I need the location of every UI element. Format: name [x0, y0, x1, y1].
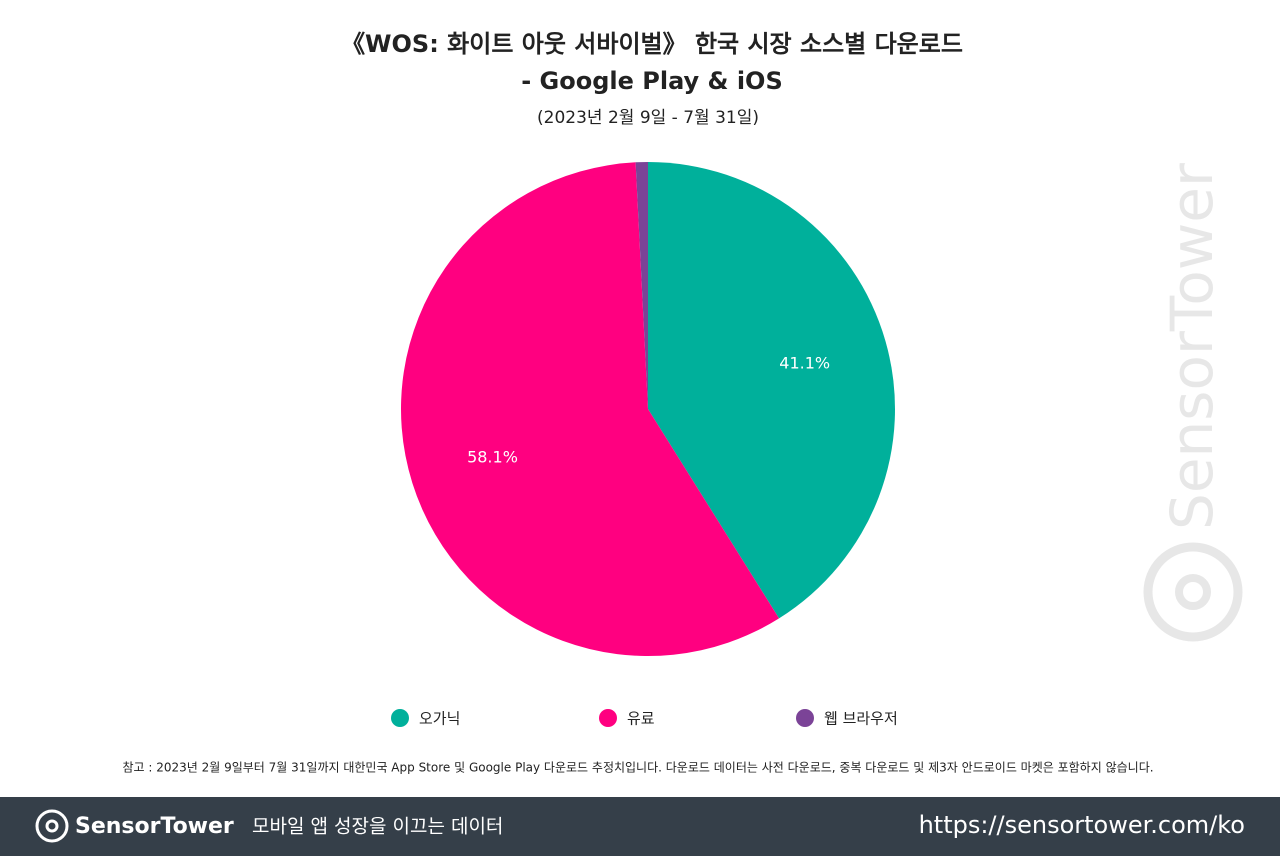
legend-marker — [599, 709, 617, 727]
legend-marker — [391, 709, 409, 727]
note: 참고 : 2023년 2월 9일부터 7월 31일까지 대한민국 App Sto… — [122, 761, 1153, 775]
data-label: 58.1% — [467, 447, 518, 466]
watermark: SensorTower — [1143, 163, 1243, 642]
legend-label: 오가닉 — [419, 710, 460, 728]
footer-logo — [35, 809, 69, 843]
data-label: 41.1% — [779, 354, 830, 373]
footer-bar — [0, 797, 1280, 856]
legend-marker — [796, 709, 814, 727]
legend-label: 유료 — [627, 710, 655, 728]
chart-title: 《WOS: 화이트 아웃 서바이벌》 한국 시장 소스별 다운로드 — [341, 30, 963, 58]
watermark-logo — [1175, 574, 1211, 610]
footer-brand: SensorTower — [75, 814, 234, 839]
watermark-text: SensorTower — [1158, 163, 1226, 530]
footer-logo — [45, 819, 59, 833]
footer-tagline: 모바일 앱 성장을 이끄는 데이터 — [252, 816, 503, 838]
watermark-logo — [1143, 542, 1243, 642]
pie-slice — [635, 162, 648, 409]
legend-label: 웹 브라우저 — [824, 710, 898, 728]
chart-subtitle: (2023년 2월 9일 - 7월 31일) — [537, 108, 759, 128]
pie-slice — [648, 162, 896, 619]
footer-url[interactable]: https://sensortower.com/ko — [919, 811, 1245, 839]
chart-title: - Google Play & iOS — [521, 67, 783, 95]
pie-slice — [401, 162, 780, 656]
